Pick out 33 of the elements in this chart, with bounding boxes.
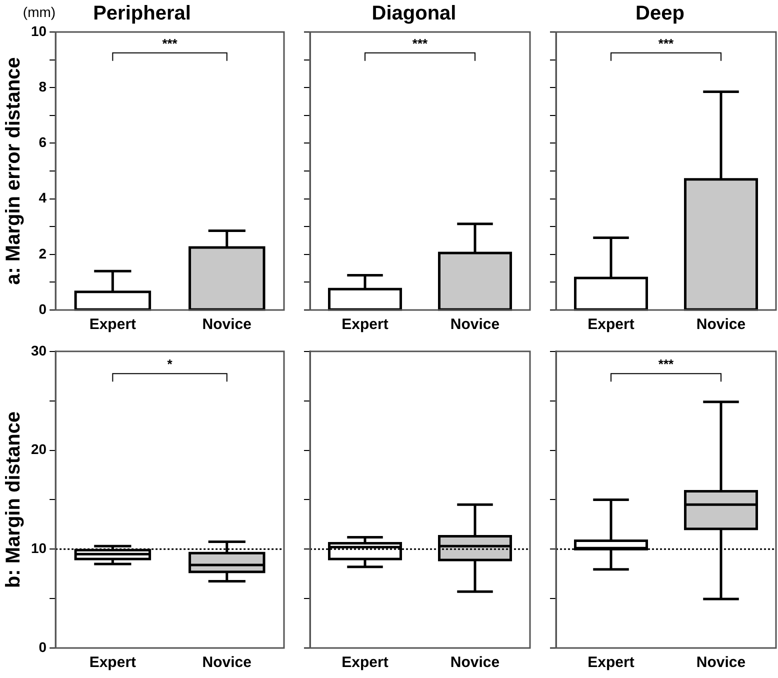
annotation: *** [412,36,429,51]
y-axis-title: a: Margin error distance [2,57,25,285]
x-tick-label: Novice [696,654,746,672]
x-tick-label: Novice [202,316,252,334]
annotation: *** [658,36,675,51]
x-tick-label: Novice [450,316,500,334]
x-tick-label: Expert [588,316,634,334]
y-axis-title: b: Margin distance [2,411,25,588]
y-tick-label: 8 [38,78,47,94]
x-tick-label: Expert [89,316,136,334]
y-tick-label: 2 [38,245,47,262]
chart-title: Deep [636,2,684,25]
x-tick-label: Expert [342,316,388,334]
annotation: *** [658,356,675,372]
y-tick-label: 0 [38,300,47,317]
x-tick-label: Novice [696,316,746,334]
annotation: * [167,356,174,372]
y-tick-label: 0 [38,638,47,655]
text: (mm) [22,4,56,20]
y-tick-label: 10 [30,22,47,39]
x-tick-label: Novice [450,654,500,672]
x-tick-label: Expert [588,654,634,672]
x-tick-label: Expert [342,654,388,672]
chart-title: Peripheral [93,2,191,25]
x-tick-label: Novice [202,654,252,672]
chart-title: Diagonal [372,2,456,25]
y-tick-label: 10 [30,540,47,556]
y-tick-label: 4 [38,190,47,206]
x-tick-label: Expert [89,654,136,672]
y-tick-label: 6 [38,134,47,150]
y-tick-label: 20 [30,441,47,458]
y-tick-label: 30 [30,342,47,358]
annotation: *** [162,36,178,51]
